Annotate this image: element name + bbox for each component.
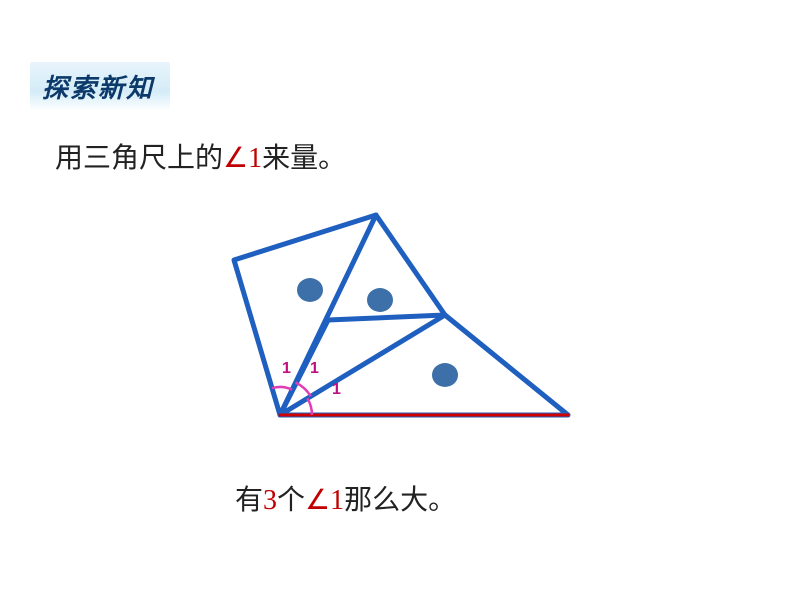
angle-symbol: ∠ [223,143,248,174]
conclusion-text: 有3个∠1那么大。 [235,478,456,518]
conclusion-angle-symbol: ∠ [305,485,330,516]
angle-number: 1 [248,143,262,174]
instruction-text: 用三角尺上的∠1来量。 [55,136,346,176]
conclusion-pre: 有 [235,485,263,516]
svg-text:1: 1 [310,360,319,377]
geometry-diagram: 111 [220,185,580,435]
conclusion-count: 3 [263,485,277,516]
svg-text:1: 1 [332,381,341,398]
section-badge: 探索新知 [30,62,170,111]
instruction-pre: 用三角尺上的 [55,143,223,174]
conclusion-mid: 个 [277,485,305,516]
conclusion-angle-number: 1 [330,485,344,516]
badge-text: 探索新知 [42,74,154,103]
instruction-post: 来量。 [262,143,346,174]
svg-text:1: 1 [282,360,291,377]
conclusion-post: 那么大。 [344,485,456,516]
